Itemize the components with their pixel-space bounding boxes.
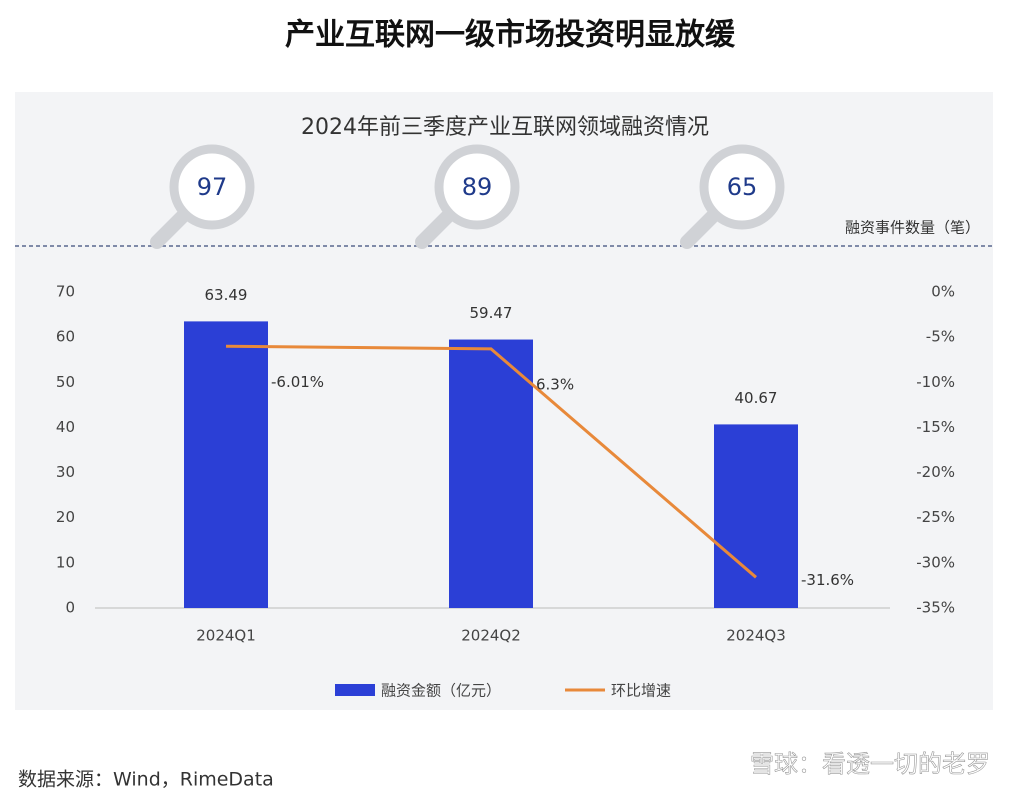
source: 数据来源：Wind，RimeData (18, 769, 274, 791)
bar (449, 339, 533, 608)
y2-tick-label: -30% (916, 553, 955, 571)
chart-title: 2024年前三季度产业互联网领域融资情况 (301, 115, 709, 140)
bar-value-label: 59.47 (470, 304, 513, 322)
line (225, 344, 757, 579)
magnifier-handle (415, 208, 456, 249)
magnifier-handle (150, 208, 191, 249)
y-tick-label: 70 (56, 283, 75, 301)
line-value-label: 6.3% (536, 375, 574, 393)
y-tick-label: 0 (65, 599, 75, 617)
event-count: 89 (462, 173, 493, 201)
y2-tick-label: -20% (916, 463, 955, 481)
y2-tick-label: -10% (916, 373, 955, 391)
y-tick-label: 30 (56, 463, 75, 481)
y-tick-label: 10 (56, 553, 75, 571)
watermark: 雪球：看透一切的老罗 (750, 750, 990, 778)
y2-tick-label: -15% (916, 418, 955, 436)
magnifier-handle (680, 208, 721, 249)
y-tick-label: 50 (56, 373, 75, 391)
x-tick-label: 2024Q2 (461, 627, 521, 645)
x-tick-label: 2024Q3 (726, 627, 786, 645)
y-tick-label: 40 (56, 418, 75, 436)
legend-swatch (335, 684, 375, 696)
y2-tick-label: -5% (926, 328, 955, 346)
line-value-label: -6.01% (271, 373, 324, 391)
magnifier (169, 144, 255, 230)
bar-value-label: 40.67 (735, 389, 778, 407)
y-tick-label: 60 (56, 328, 75, 346)
bar (714, 424, 798, 608)
legend-label: 环比增速 (611, 682, 671, 700)
y2-tick-label: -35% (916, 599, 955, 617)
y2-tick-label: -25% (916, 508, 955, 526)
page-title: 产业互联网一级市场投资明显放缓 (285, 18, 736, 53)
y2-tick-label: 0% (931, 283, 955, 301)
y-tick-label: 20 (56, 508, 75, 526)
event-count: 97 (197, 173, 228, 201)
magnifier (699, 144, 785, 230)
event-count: 65 (727, 173, 758, 201)
bar (184, 321, 268, 608)
magnifier (434, 144, 520, 230)
event-label: 融资事件数量（笔） (845, 219, 980, 237)
x-tick-label: 2024Q1 (196, 627, 256, 645)
line-value-label: -31.6% (801, 571, 854, 589)
legend-label: 融资金额（亿元） (381, 682, 501, 700)
bar-value-label: 63.49 (205, 286, 248, 304)
